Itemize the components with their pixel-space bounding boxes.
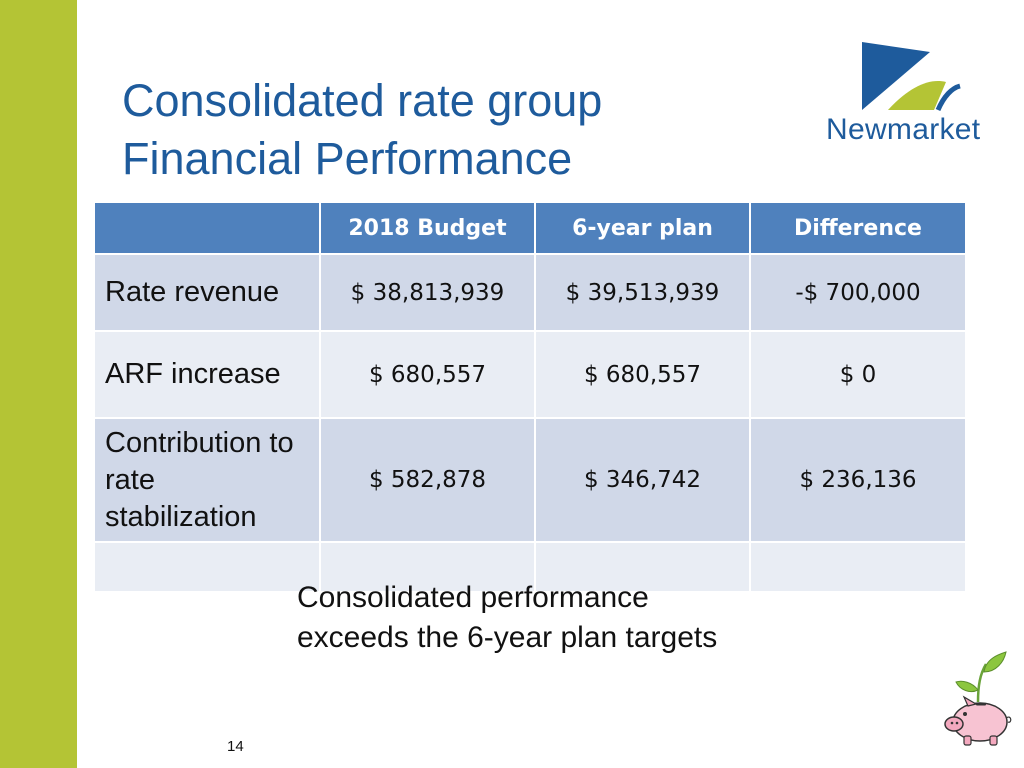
newmarket-logo-icon xyxy=(862,42,961,112)
note-line-1: Consolidated performance xyxy=(297,581,649,614)
header-budget: 2018 Budget xyxy=(319,201,536,255)
table-row: Contribution to rate stabilization $ 582… xyxy=(93,417,967,543)
row-label: ARF increase xyxy=(93,330,321,419)
table-row: ARF increase $ 680,557 $ 680,557 $ 0 xyxy=(93,330,967,419)
plan-cell: $ 39,513,939 xyxy=(534,253,751,332)
difference-cell: -$ 700,000 xyxy=(749,253,967,332)
budget-cell: $ 680,557 xyxy=(319,330,536,419)
row-label xyxy=(93,541,321,593)
plan-cell xyxy=(534,541,751,593)
piggy-bank-sprout-icon xyxy=(944,651,1012,746)
title-line-1: Consolidated rate group xyxy=(122,75,603,126)
note-line-2: exceeds the 6-year plan targets xyxy=(297,621,718,654)
budget-cell: $ 582,878 xyxy=(319,417,536,543)
header-plan: 6-year plan xyxy=(534,201,751,255)
header-difference: Difference xyxy=(749,201,967,255)
row-label: Contribution to rate stabilization xyxy=(93,417,321,543)
difference-cell xyxy=(749,541,967,593)
plan-cell: $ 680,557 xyxy=(534,330,751,419)
logo-wordmark: Newmarket xyxy=(826,113,981,146)
row-label: Rate revenue xyxy=(93,253,321,332)
table-row: Rate revenue $ 38,813,939 $ 39,513,939 -… xyxy=(93,253,967,332)
table-row xyxy=(93,541,967,593)
difference-cell: $ 236,136 xyxy=(749,417,967,543)
table-header-row: 2018 Budget 6-year plan Difference xyxy=(93,201,967,255)
title-line-2: Financial Performance xyxy=(122,133,573,184)
slide-title: Consolidated rate group Financial Perfor… xyxy=(122,72,602,188)
side-accent-bar xyxy=(0,0,77,768)
budget-cell xyxy=(319,541,536,593)
difference-cell: $ 0 xyxy=(749,330,967,419)
header-empty xyxy=(93,201,321,255)
plan-cell: $ 346,742 xyxy=(534,417,751,543)
summary-note: Consolidated performance exceeds the 6-y… xyxy=(297,578,717,658)
page-number: 14 xyxy=(227,738,244,755)
budget-cell: $ 38,813,939 xyxy=(319,253,536,332)
financial-table: 2018 Budget 6-year plan Difference Rate … xyxy=(93,201,967,593)
